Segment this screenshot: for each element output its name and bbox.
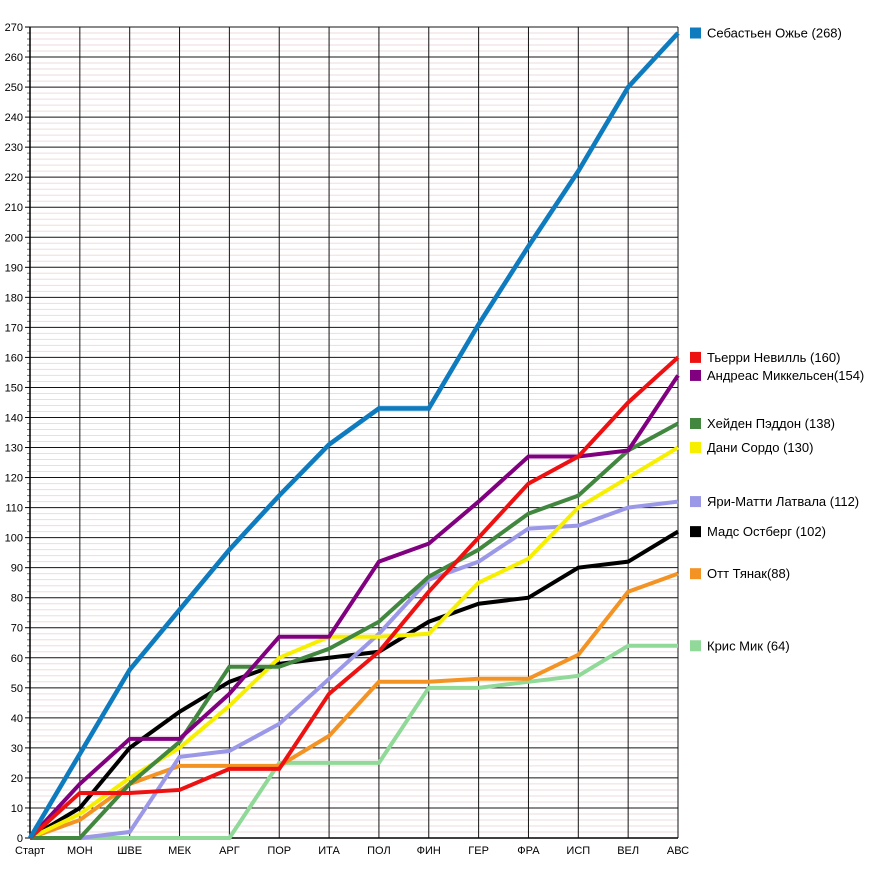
series-line-4: [29, 445, 680, 840]
legend-swatch-8: [690, 640, 701, 652]
legend-swatch-1: [690, 351, 701, 363]
y-tick-label: 60: [11, 653, 23, 665]
legend-swatch-2: [690, 369, 701, 381]
y-tick-label: 230: [5, 142, 23, 154]
x-tick-label: ФРА: [517, 845, 540, 857]
y-tick-label: 240: [5, 112, 23, 124]
y-tick-label: 10: [11, 803, 23, 815]
y-tick-label: 70: [11, 623, 23, 635]
y-tick-label: 100: [5, 533, 23, 545]
y-tick-label: 120: [5, 473, 23, 485]
x-tick-label: ПОР: [267, 845, 291, 857]
y-tick-label: 260: [5, 52, 23, 64]
legend-swatch-3: [690, 417, 701, 429]
legend-label-6: Мадс Остберг (102): [707, 524, 826, 539]
x-tick-label: ПОЛ: [367, 845, 391, 857]
legend-label-3: Хейден Пэддон (138): [707, 416, 835, 431]
legend-label-1: Тьерри Невилль (160): [707, 350, 840, 365]
legend-label-5: Яри-Матти Латвала (112): [707, 494, 859, 509]
series-line-5: [30, 499, 679, 840]
y-tick-label: 130: [5, 443, 23, 455]
x-tick-label: ИСП: [566, 845, 590, 857]
x-tick-label: МЕК: [168, 845, 192, 857]
legend-swatch-5: [690, 496, 701, 508]
y-tick-label: 200: [5, 232, 23, 244]
y-tick-label: 150: [5, 382, 23, 394]
y-tick-label: 0: [17, 833, 23, 845]
series-line-7: [29, 571, 679, 840]
series-line-0: [28, 31, 680, 840]
y-tick-label: 220: [5, 172, 23, 184]
x-tick-label: Старт: [15, 845, 45, 857]
x-tick-label: ВЕЛ: [617, 845, 639, 857]
y-tick-label: 270: [5, 22, 23, 34]
series-line-2: [28, 374, 680, 840]
y-tick-label: 50: [11, 683, 23, 695]
legend-swatch-4: [690, 442, 701, 454]
y-tick-label: 110: [5, 503, 23, 515]
x-tick-label: ГЕР: [468, 845, 489, 857]
y-tick-label: 80: [11, 593, 23, 605]
y-tick-label: 40: [11, 713, 23, 725]
legend-swatch-7: [690, 568, 701, 580]
x-tick-label: АВС: [667, 845, 689, 857]
x-tick-label: ИТА: [318, 845, 340, 857]
x-tick-label: ФИН: [417, 845, 441, 857]
legend-label-4: Дани Сордо (130): [707, 440, 813, 455]
series-line-3: [30, 421, 679, 840]
y-tick-label: 250: [5, 82, 23, 94]
legend-label-8: Крис Мик (64): [707, 638, 790, 653]
y-tick-label: 160: [5, 352, 23, 364]
x-tick-label: ШВЕ: [117, 845, 142, 857]
series-line-8: [30, 643, 678, 840]
x-tick-label: АРГ: [219, 845, 240, 857]
y-tick-label: 190: [5, 262, 23, 274]
legend-label-7: Отт Тянак(88): [707, 566, 790, 581]
y-tick-label: 20: [11, 773, 23, 785]
x-tick-label: МОН: [67, 845, 93, 857]
series-line-1: [28, 355, 680, 840]
legend-label-0: Себастьен Ожье (268): [707, 26, 842, 41]
y-tick-label: 90: [11, 563, 23, 575]
y-tick-label: 140: [5, 412, 23, 424]
y-tick-label: 170: [5, 322, 23, 334]
legend-swatch-6: [690, 526, 701, 538]
y-tick-label: 180: [5, 292, 23, 304]
legend-swatch-0: [690, 27, 701, 39]
legend-label-2: Андреас Миккельсен(154): [707, 368, 864, 383]
y-tick-label: 210: [5, 202, 23, 214]
y-tick-label: 30: [11, 743, 23, 755]
